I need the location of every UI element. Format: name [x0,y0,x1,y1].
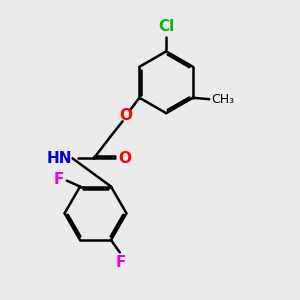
Text: HN: HN [47,151,73,166]
Text: Cl: Cl [158,19,174,34]
Text: O: O [118,151,131,166]
Text: F: F [115,255,126,270]
Text: CH₃: CH₃ [211,93,234,106]
Text: F: F [53,172,64,187]
Text: O: O [120,109,133,124]
